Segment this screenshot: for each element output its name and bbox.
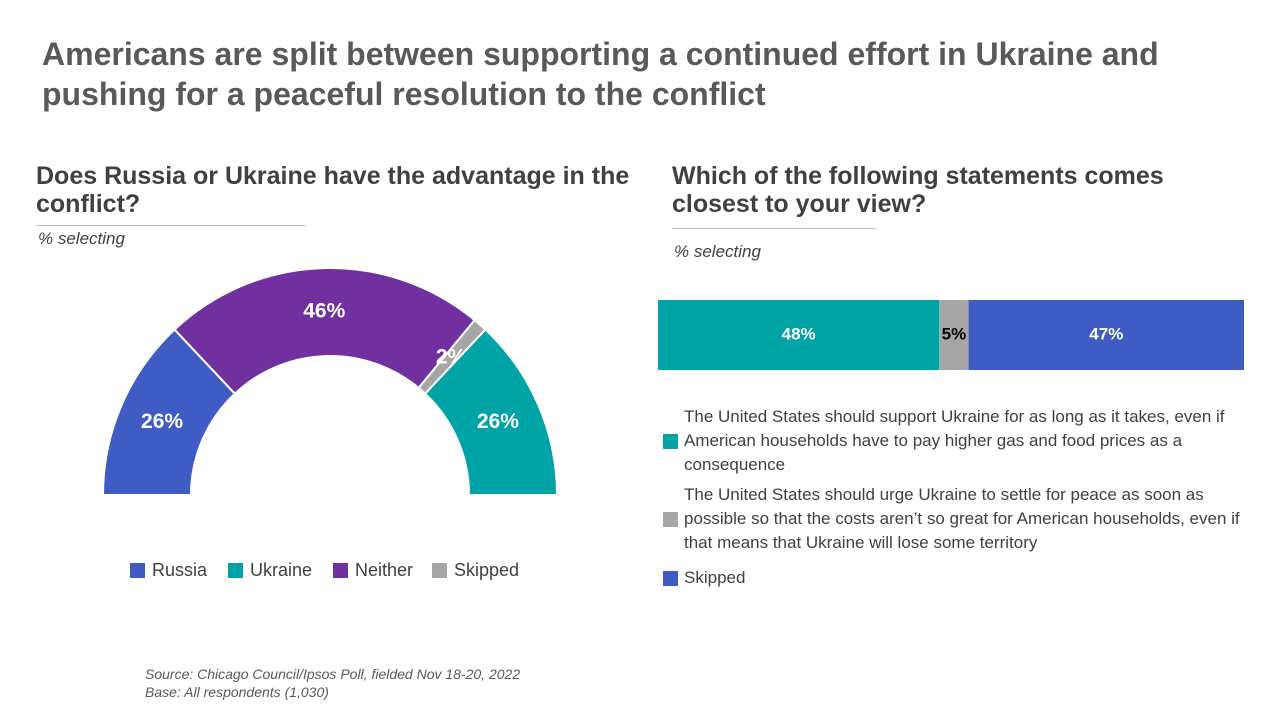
legend-label: Neither (355, 560, 413, 580)
data-label: 26% (141, 410, 183, 433)
base-note: Base: All respondents (1,030) (145, 684, 329, 700)
divider (36, 225, 306, 226)
legend-item: The United States should support Ukraine… (663, 405, 1263, 477)
bar-segment (658, 300, 940, 370)
chart-subtitle: % selecting (674, 242, 761, 261)
data-label: 48% (782, 324, 816, 343)
legend-label: Ukraine (250, 560, 312, 580)
legend-swatch (333, 563, 348, 578)
bar-segment (939, 300, 969, 370)
legend-label: The United States should support Ukraine… (684, 407, 1225, 474)
legend-swatch (663, 433, 678, 449)
legend-label: The United States should urge Ukraine to… (684, 485, 1240, 552)
data-label: 47% (1089, 324, 1123, 343)
data-label: 46% (303, 300, 345, 323)
legend-swatch (130, 563, 145, 578)
legend-item: Skipped (663, 566, 1263, 590)
chart-title: Does Russia or Ukraine have the advantag… (36, 162, 630, 218)
slide-title: Americans are split between supporting a… (42, 36, 1159, 112)
legend-label: Skipped (684, 568, 746, 587)
legend-label: Russia (152, 560, 208, 580)
bar-segment (968, 300, 1244, 370)
legend-swatch (663, 570, 678, 586)
legend-swatch (432, 563, 447, 578)
legend-label: Skipped (454, 560, 519, 580)
donut-segment (173, 267, 477, 396)
legend-swatch (228, 563, 243, 578)
legend-swatch (663, 511, 678, 527)
chart-subtitle: % selecting (38, 229, 125, 248)
data-label: 26% (477, 410, 519, 433)
chart-title: Which of the following statements comes … (672, 162, 1164, 218)
donut-segment (423, 328, 559, 496)
legend-item: The United States should urge Ukraine to… (663, 483, 1263, 555)
divider (672, 228, 876, 229)
source-note: Source: Chicago Council/Ipsos Poll, fiel… (145, 666, 521, 682)
data-label: 5% (942, 324, 967, 343)
